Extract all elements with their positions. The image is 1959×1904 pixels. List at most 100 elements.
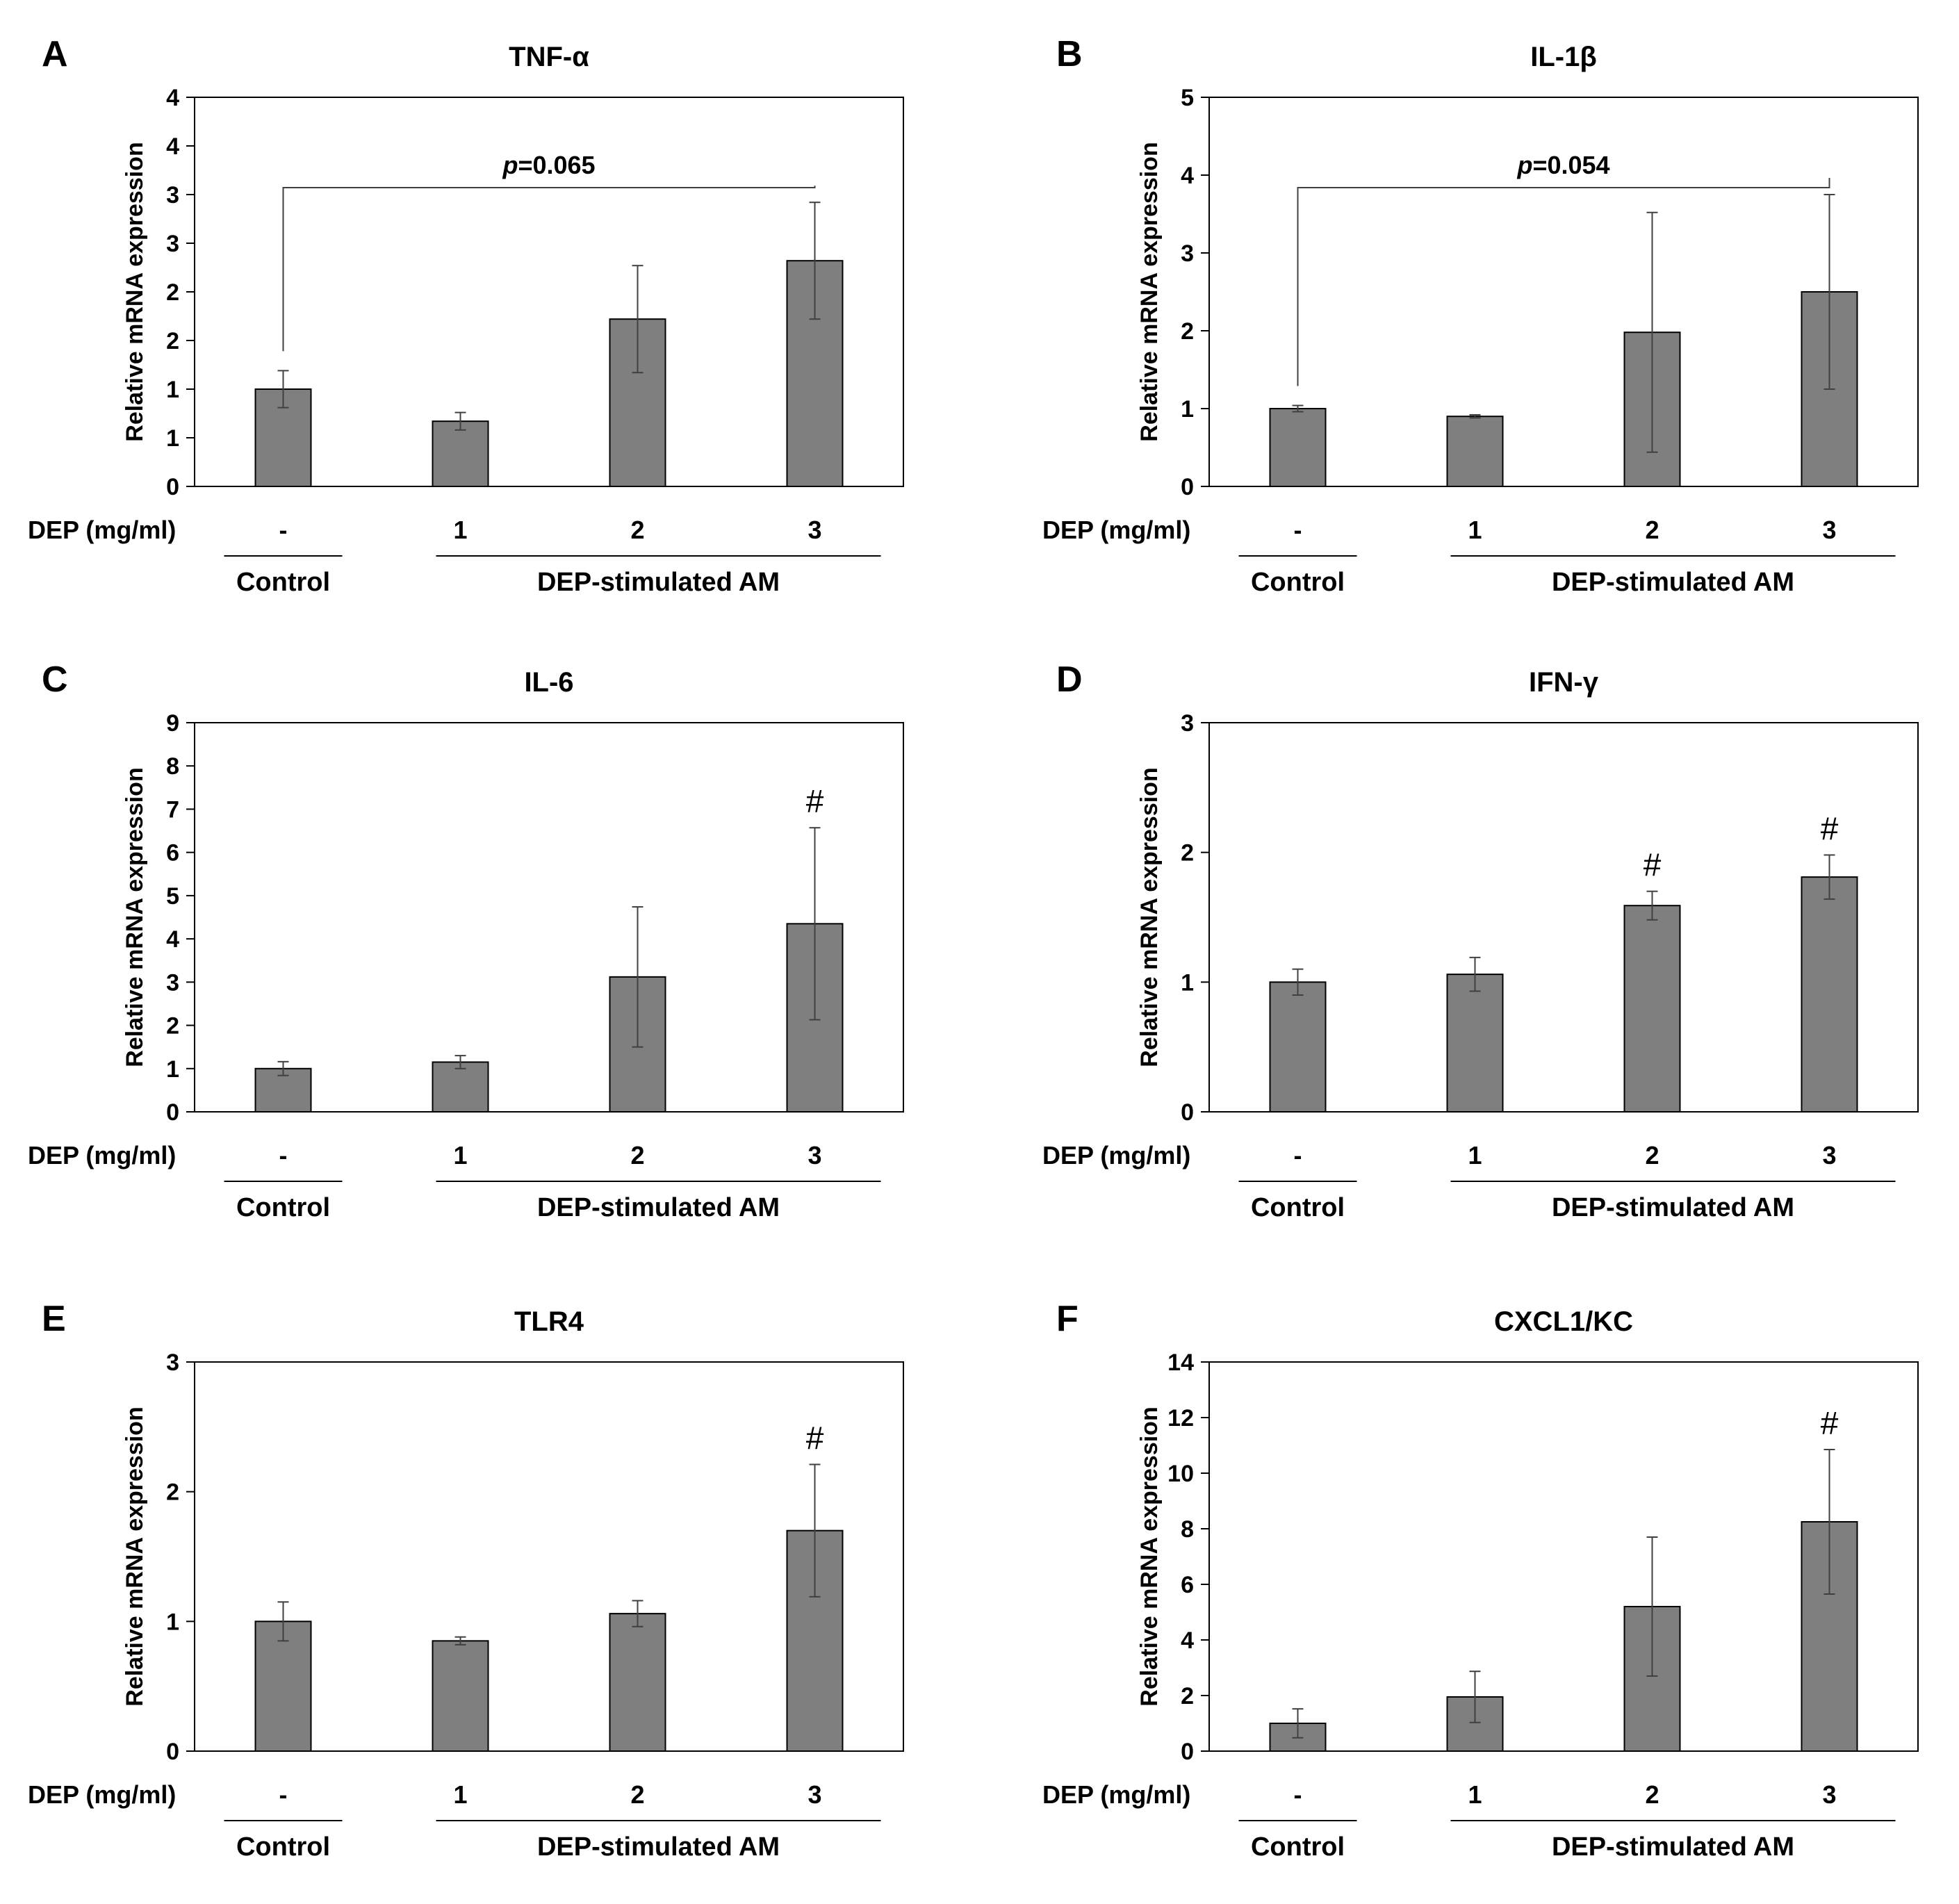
x-category-label: 2: [1645, 1780, 1659, 1809]
control-group-label: Control: [1251, 568, 1345, 597]
y-tick-label: 14: [1167, 1349, 1194, 1376]
x-row-label: DEP (mg/ml): [28, 1141, 176, 1170]
y-tick-label: 4: [166, 85, 179, 111]
x-category-label: -: [279, 1141, 288, 1170]
y-tick-label: 3: [166, 1349, 179, 1376]
y-tick-label: 2: [166, 1479, 179, 1506]
bar: [432, 1061, 489, 1113]
panel-letter: D: [1056, 659, 1083, 700]
y-tick-label: 7: [166, 796, 179, 823]
bar: [1269, 408, 1327, 487]
chart-panel-a: A TNF-α 0 1 1 2 2 3 3 4 4 Relative mRNA expression p…: [21, 28, 994, 639]
y-tick-label: 0: [166, 1099, 179, 1126]
y-tick-label: 10: [1167, 1461, 1194, 1487]
bar: [609, 1613, 666, 1752]
plot-area-frame: [1208, 722, 1919, 1113]
plot-area-frame: [1208, 1361, 1919, 1752]
y-tick-label: 0: [166, 474, 179, 500]
y-tick-label: 0: [1181, 1099, 1194, 1126]
x-category-label: 2: [630, 516, 644, 544]
bar: [1623, 905, 1681, 1113]
y-tick-label: 3: [166, 182, 179, 208]
x-category-label: 2: [630, 1141, 644, 1170]
plot-area-frame: [194, 1361, 904, 1752]
y-tick-label: 4: [166, 926, 179, 953]
plot-area-frame: [194, 722, 904, 1113]
x-category-label: 1: [453, 1141, 467, 1170]
x-category-label: 3: [1822, 1780, 1836, 1809]
y-axis-label: Relative mRNA expression: [122, 1406, 148, 1706]
panel-letter: F: [1056, 1299, 1079, 1339]
x-row-label: DEP (mg/ml): [28, 516, 176, 544]
x-category-label: 3: [808, 516, 821, 544]
y-tick-label: 0: [1181, 474, 1194, 500]
y-tick-label: 1: [166, 425, 179, 452]
chart-svg: B IL-1β 0 1 2 3 4 5 Relative mRNA expression p=0.…: [1042, 34, 1919, 597]
significance-mark: #: [1821, 1405, 1839, 1441]
x-row-label: DEP (mg/ml): [1042, 516, 1190, 544]
bar: [1446, 416, 1504, 488]
y-tick-label: 2: [1181, 318, 1194, 345]
x-category-label: 1: [453, 1780, 467, 1809]
chart-title: TNF-α: [509, 42, 589, 72]
panel-letter: A: [42, 34, 68, 74]
x-category-label: 2: [630, 1780, 644, 1809]
treated-group-label: DEP-stimulated AM: [537, 1832, 780, 1862]
y-tick-label: 3: [1181, 710, 1194, 737]
y-tick-label: 3: [1181, 240, 1194, 267]
x-category-label: 3: [1822, 516, 1836, 544]
p-value-label: p=0.054: [1516, 151, 1609, 179]
bar: [432, 420, 489, 488]
control-group-label: Control: [236, 568, 330, 597]
x-category-label: -: [279, 516, 288, 544]
chart-title: CXCL1/KC: [1494, 1306, 1633, 1337]
y-tick-label: 5: [1181, 85, 1194, 111]
significance-mark: #: [1821, 810, 1839, 846]
y-axis-label: Relative mRNA expression: [1136, 142, 1163, 441]
chart-svg: D IFN-γ 0 1 2 3 Relative mRNA expression # # DEP …: [1042, 659, 1919, 1222]
treated-group-label: DEP-stimulated AM: [1552, 568, 1794, 597]
y-tick-label: 8: [166, 753, 179, 780]
control-group-label: Control: [1251, 1832, 1345, 1862]
x-row-label: DEP (mg/ml): [28, 1780, 176, 1809]
control-group-label: Control: [1251, 1193, 1345, 1222]
significance-mark: #: [806, 1420, 824, 1456]
x-category-label: 1: [1468, 516, 1482, 544]
control-group-label: Control: [236, 1193, 330, 1222]
plot-area-frame: [1208, 97, 1919, 487]
treated-group-label: DEP-stimulated AM: [1552, 1193, 1794, 1222]
y-tick-label: 4: [1181, 163, 1194, 189]
chart-title: IL-6: [524, 667, 573, 698]
y-tick-label: 4: [166, 133, 179, 160]
treated-group-label: DEP-stimulated AM: [537, 568, 780, 597]
x-category-label: -: [279, 1780, 288, 1809]
x-category-label: 1: [1468, 1780, 1482, 1809]
y-tick-label: 8: [1181, 1516, 1194, 1543]
bar: [254, 1620, 312, 1753]
chart-panel-f: F CXCL1/KC 0 2 4 6 8 10 12 14 Relative mRNA expres…: [1035, 1292, 1959, 1904]
chart-svg: A TNF-α 0 1 1 2 2 3 3 4 4 Relative mRNA expression p…: [28, 34, 904, 597]
y-tick-label: 2: [166, 1013, 179, 1040]
bar: [1801, 876, 1858, 1113]
comparison-bracket: [1297, 178, 1830, 386]
treated-group-label: DEP-stimulated AM: [537, 1193, 780, 1222]
y-tick-label: 1: [166, 377, 179, 403]
y-tick-label: 9: [166, 710, 179, 737]
panel-letter: E: [42, 1299, 66, 1339]
chart-svg: C IL-6 0 1 2 3 4 5 6 7 8 9 Relative mRNA expression #…: [28, 659, 904, 1222]
y-tick-label: 2: [1181, 840, 1194, 867]
y-tick-label: 2: [166, 279, 179, 306]
y-tick-label: 1: [166, 1609, 179, 1635]
panel-letter: B: [1056, 34, 1083, 74]
chart-panel-c: C IL-6 0 1 2 3 4 5 6 7 8 9 Relative mRNA expression #…: [21, 653, 994, 1265]
panel-letter: C: [42, 659, 68, 700]
comparison-bracket: [282, 186, 816, 352]
y-tick-label: 2: [1181, 1683, 1194, 1709]
y-tick-label: 1: [166, 1056, 179, 1083]
x-row-label: DEP (mg/ml): [1042, 1141, 1190, 1170]
y-tick-label: 6: [1181, 1572, 1194, 1598]
y-tick-label: 6: [166, 840, 179, 867]
x-category-label: -: [1294, 1780, 1302, 1809]
significance-mark: #: [806, 783, 824, 819]
